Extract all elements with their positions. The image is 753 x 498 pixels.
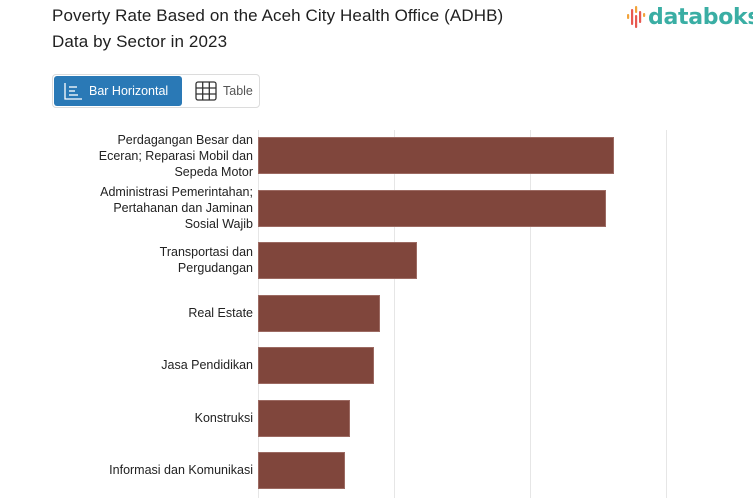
bar[interactable] (258, 452, 346, 489)
category-label: Transportasi dan Pergudangan (159, 245, 253, 275)
bar[interactable] (258, 295, 381, 332)
databoks-logo-mark-icon (627, 6, 646, 28)
category-label: Konstruksi (194, 411, 253, 425)
category-label: Real Estate (188, 306, 253, 320)
gridline (530, 130, 531, 498)
category-label: Perdagangan Besar dan Eceran; Reparasi M… (98, 133, 253, 179)
bar[interactable] (258, 190, 607, 227)
databoks-logo[interactable]: databoks (626, 4, 753, 30)
table-label: Table (223, 84, 253, 98)
category-label: Informasi dan Komunikasi (109, 463, 253, 477)
chart-title: Poverty Rate Based on the Aceh City Heal… (52, 3, 503, 55)
title-line-2: Data by Sector in 2023 (52, 32, 228, 51)
bar[interactable] (258, 400, 351, 437)
table-grid-icon (195, 81, 217, 101)
category-label: Jasa Pendidikan (161, 358, 253, 372)
logo-text: databoks (648, 4, 753, 30)
bar[interactable] (258, 242, 418, 279)
bar-horizontal-icon (64, 83, 82, 100)
title-line-1: Poverty Rate Based on the Aceh City Heal… (52, 6, 504, 25)
bar[interactable] (258, 347, 374, 384)
gridline (666, 130, 667, 498)
bar-horizontal-label: Bar Horizontal (89, 84, 169, 98)
gridline (394, 130, 395, 498)
bar-horizontal-button[interactable]: Bar Horizontal (54, 76, 182, 106)
bar-chart: Perdagangan Besar dan Eceran; Reparasi M… (0, 128, 753, 498)
category-label: Administrasi Pemerintahan; Pertahanan da… (100, 185, 253, 231)
bar[interactable] (258, 137, 615, 174)
table-button[interactable]: Table (183, 75, 253, 107)
view-toggle: Bar Horizontal Table (52, 74, 260, 108)
